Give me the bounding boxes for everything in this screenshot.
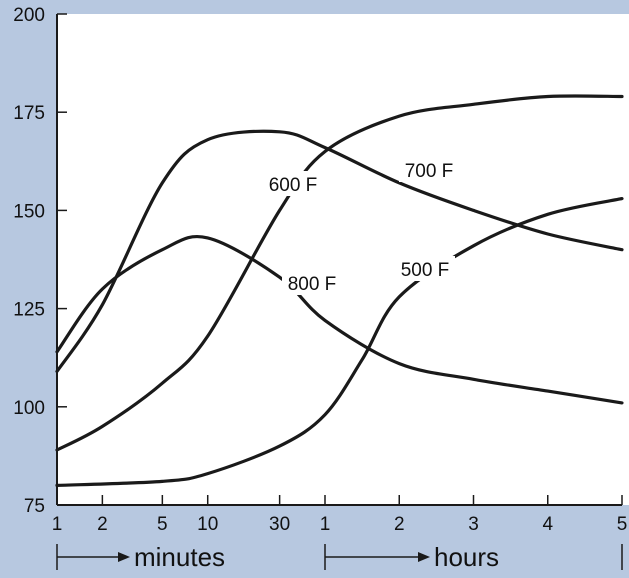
curve-label-bg-600f [263,171,323,196]
time-unit-bar: minutes hours [56,542,623,572]
x-tick-label: 3 [468,514,479,535]
x-tick-label: 4 [542,514,553,535]
x-tick-label: 2 [394,514,405,535]
y-tick-label: 200 [13,5,45,26]
y-tick-label: 150 [13,201,45,222]
x-tick-label: 1 [320,514,331,535]
curve-label-700f: 700 F [405,161,454,182]
x-tick-label: 5 [617,514,628,535]
curve-label-bg-700f [399,157,459,182]
series-line-500f [55,197,624,487]
hours-arrowhead [418,552,430,562]
curve-label-bg-500f [395,256,455,281]
series-line-800f [55,235,624,405]
y-tick-label: 175 [13,103,45,124]
curve-label-500f: 500 F [401,260,450,281]
series-line-700f [55,129,624,373]
x-tick-label: 5 [157,514,168,535]
curve-labels: 600 F 700 F 800 F 500 F [263,157,459,295]
curve-label-bg-800f [282,270,342,295]
curve-label-600f: 600 F [269,175,318,196]
x-tick-label: 30 [269,514,290,535]
curve-label-800f: 800 F [288,274,337,295]
x-tick-label: 1 [52,514,63,535]
y-tick-label: 125 [13,300,45,321]
plot-background [57,14,629,505]
minutes-label: minutes [134,542,225,572]
minutes-arrowhead [118,552,130,562]
hours-label: hours [434,542,499,572]
series-group [55,94,624,487]
y-tick-label: 75 [24,496,45,517]
y-tick-label: 100 [13,398,45,419]
x-tick-label: 2 [97,514,108,535]
x-tick-label: 10 [197,514,218,535]
